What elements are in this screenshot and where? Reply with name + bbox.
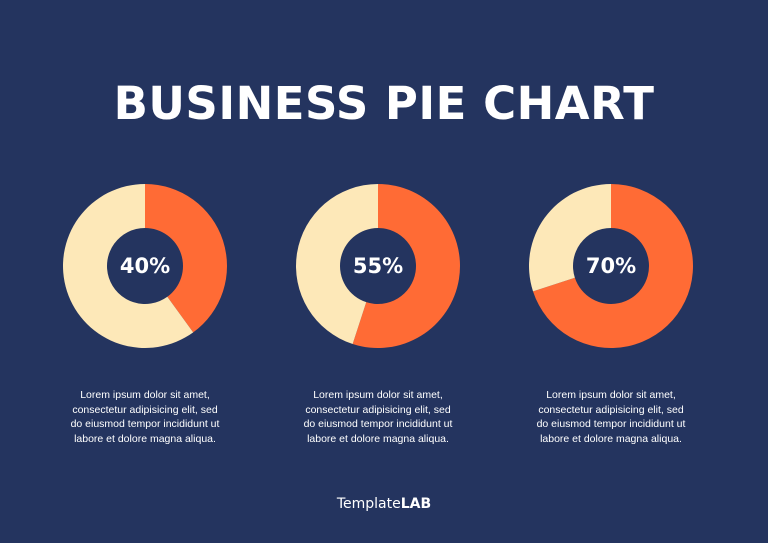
donut-chart-3: 70% bbox=[511, 184, 711, 348]
donut-svg-3 bbox=[529, 184, 693, 348]
pie-slice-value bbox=[352, 184, 460, 348]
description-line: labore et dolore magna aliqua. bbox=[74, 432, 216, 445]
description-line: Lorem ipsum dolor sit amet, bbox=[546, 389, 676, 401]
pie-slice-value bbox=[145, 184, 227, 333]
brand-logo: TemplateLAB bbox=[0, 496, 768, 512]
pie-slice-value bbox=[533, 184, 693, 348]
description-line: consectetur adipisicing elit, sed bbox=[305, 403, 451, 416]
page-title: BUSINESS PIE CHART bbox=[113, 77, 655, 130]
description-line: do eiusmod tempor incididunt ut bbox=[536, 418, 686, 430]
description-line: consectetur adipisicing elit, sed bbox=[538, 403, 684, 416]
pie-slice-remainder bbox=[62, 184, 194, 348]
chart-panel-2: 55% Lorem ipsum dolor sit amet, consectet… bbox=[278, 184, 478, 446]
donut-center-label-1: 40% bbox=[119, 254, 171, 278]
brand-logo-part2: LAB bbox=[400, 496, 432, 512]
description-line: do eiusmod tempor incididunt ut bbox=[70, 418, 220, 430]
chart-panel-3: 70% Lorem ipsum dolor sit amet, consectet… bbox=[511, 184, 711, 446]
donut-chart-2: 55% bbox=[278, 184, 478, 348]
donut-center-label-2: 55% bbox=[352, 254, 404, 278]
description-line: labore et dolore magna aliqua. bbox=[540, 432, 682, 445]
donut-center-label-3: 70% bbox=[585, 254, 637, 278]
description-line: do eiusmod tempor incididunt ut bbox=[303, 418, 453, 430]
description-line: Lorem ipsum dolor sit amet, bbox=[313, 389, 443, 401]
description-line: labore et dolore magna aliqua. bbox=[307, 432, 449, 445]
pie-slice-remainder bbox=[296, 184, 378, 344]
description-line: consectetur adipisicing elit, sed bbox=[72, 403, 218, 416]
donut-chart-1: 40% bbox=[45, 184, 245, 348]
brand-logo-part1: Template bbox=[336, 496, 401, 512]
chart-panel-1: 40% Lorem ipsum dolor sit amet, consectet… bbox=[45, 184, 245, 446]
donut-svg-2 bbox=[296, 184, 460, 348]
donut-svg-1 bbox=[62, 184, 227, 348]
chart-description-3: Lorem ipsum dolor sit amet, consectetur a… bbox=[511, 388, 711, 446]
chart-description-2: Lorem ipsum dolor sit amet, consectetur a… bbox=[278, 388, 478, 446]
chart-description-1: Lorem ipsum dolor sit amet, consectetur a… bbox=[45, 388, 245, 446]
description-line: Lorem ipsum dolor sit amet, bbox=[80, 389, 210, 401]
pie-slice-remainder bbox=[529, 184, 611, 292]
